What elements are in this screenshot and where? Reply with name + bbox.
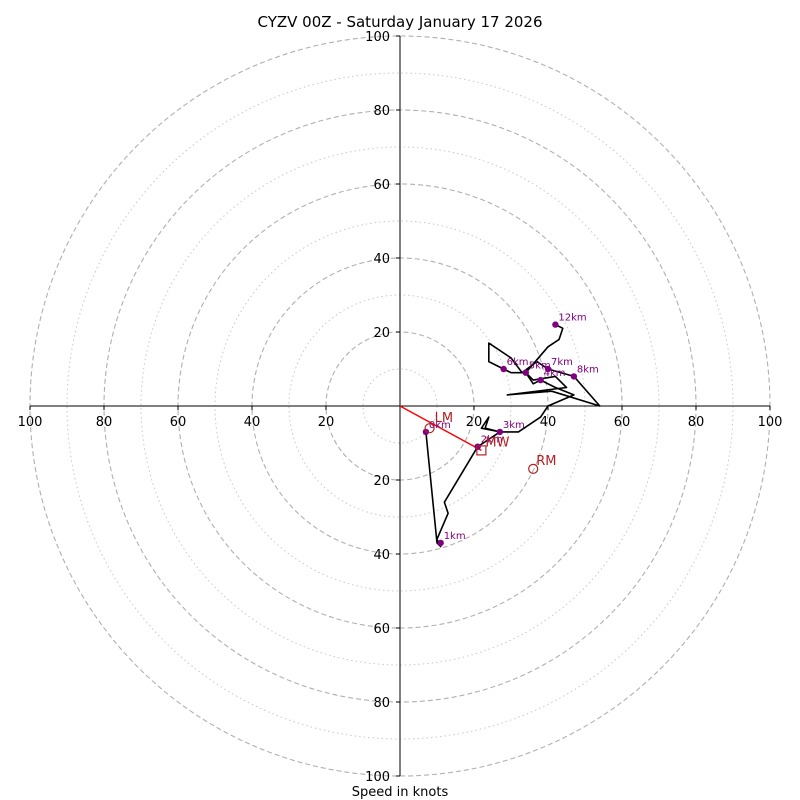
x-tick-label: 80: [688, 415, 705, 430]
height-label-6km: 6km: [507, 357, 529, 368]
height-label-7km: 7km: [551, 357, 573, 368]
height-marker-4km: [537, 376, 544, 384]
y-tick-label: 60: [373, 178, 390, 193]
height-label-2km: 2km: [481, 435, 503, 446]
y-tick-label: 80: [373, 696, 390, 711]
tick-labels: 100 80 60 40 20 20 40 60 80 100 100 80 60 40 20 20 40 60 8…: [18, 30, 783, 785]
right-mover-label: RM: [536, 454, 556, 469]
y-tick-label: 80: [373, 104, 390, 119]
x-tick-label: 20: [466, 415, 483, 430]
right-mover-marker: [528, 463, 539, 474]
height-label-0km: 0km: [429, 420, 451, 431]
y-tick-label: 60: [373, 622, 390, 637]
x-tick-label: 40: [540, 415, 557, 430]
height-marker-2km: [474, 443, 481, 450]
x-tick-label: 80: [96, 415, 113, 430]
storm-motion: LM MW RM: [424, 411, 556, 474]
height-marker-5km: [522, 369, 529, 376]
x-tick-label: 60: [170, 415, 187, 430]
y-tick-label: 20: [373, 474, 390, 489]
height-label-3km: 3km: [503, 420, 525, 431]
mean-wind-label: MW: [485, 435, 509, 450]
x-tick-label: 100: [18, 415, 43, 430]
y-tick-label: 40: [373, 548, 390, 563]
x-axis-label: Speed in knots: [352, 785, 449, 800]
height-label-12km: 12km: [558, 313, 586, 324]
y-tick-label: 40: [373, 252, 390, 267]
mean-wind-line: [399, 405, 482, 452]
height-marker-6km: [500, 365, 507, 373]
x-tick-label: 40: [244, 415, 261, 430]
height-marker-7km: [544, 365, 552, 373]
height-marker-3km: [496, 428, 504, 436]
height-marker-12km: [552, 321, 559, 328]
mean-wind-marker: [476, 445, 487, 456]
y-tick-label: 20: [373, 326, 390, 341]
x-tick-label: 20: [318, 415, 335, 430]
height-label-4km: 4km: [544, 368, 566, 379]
x-tick-label: 100: [758, 415, 783, 430]
height-marker-8km: [570, 373, 578, 380]
height-label-8km: 8km: [577, 364, 599, 375]
left-mover-marker: [424, 423, 435, 434]
height-label-5km: 5km: [529, 361, 551, 372]
hodograph-series: [399, 323, 601, 548]
wind-trace-line: [425, 323, 601, 548]
height-label-1km: 1km: [444, 531, 466, 542]
y-tick-label: 100: [365, 30, 390, 45]
x-tick-label: 60: [614, 415, 631, 430]
height-marker-1km: [437, 539, 444, 547]
chart-title: CYZV 00Z - Saturday January 17 2026: [257, 13, 542, 31]
height-marker-0km: [422, 428, 430, 436]
left-mover-label: LM: [435, 411, 453, 426]
y-tick-label: 100: [365, 770, 390, 785]
